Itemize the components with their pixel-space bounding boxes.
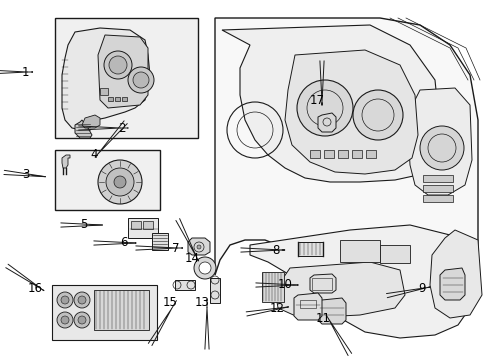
Bar [209, 278, 220, 303]
Polygon shape [215, 18, 477, 320]
Bar [131, 221, 141, 229]
Bar [422, 175, 452, 182]
Polygon shape [98, 35, 148, 108]
Circle shape [98, 160, 142, 204]
Polygon shape [75, 120, 92, 138]
Polygon shape [222, 25, 439, 182]
Bar [108, 97, 113, 101]
Circle shape [57, 312, 73, 328]
Circle shape [74, 292, 90, 308]
Circle shape [104, 51, 132, 79]
Text: 5: 5 [80, 219, 87, 231]
Circle shape [106, 168, 134, 196]
Bar [115, 97, 120, 101]
Bar [142, 221, 153, 229]
Circle shape [419, 126, 463, 170]
Text: 17: 17 [309, 94, 325, 107]
Text: 16: 16 [28, 282, 43, 294]
Bar [309, 150, 319, 158]
Bar [351, 150, 361, 158]
Bar [379, 245, 409, 263]
Bar [100, 88, 108, 95]
Bar [262, 272, 284, 302]
Bar [324, 150, 333, 158]
Circle shape [114, 176, 126, 188]
Polygon shape [82, 115, 100, 128]
Circle shape [128, 67, 154, 93]
Text: 14: 14 [184, 252, 200, 265]
Bar [55, 150, 160, 210]
Circle shape [61, 316, 69, 324]
Bar [297, 242, 323, 256]
Polygon shape [407, 88, 471, 195]
Polygon shape [317, 113, 335, 132]
Circle shape [133, 72, 149, 88]
Polygon shape [309, 274, 335, 293]
Polygon shape [152, 233, 168, 250]
Polygon shape [62, 155, 70, 168]
Text: 13: 13 [195, 297, 209, 310]
Bar [55, 18, 198, 138]
Polygon shape [317, 298, 346, 324]
Polygon shape [429, 230, 481, 318]
Bar [128, 218, 158, 238]
Text: 7: 7 [172, 242, 179, 255]
Text: 11: 11 [315, 311, 330, 324]
Bar [337, 150, 347, 158]
Circle shape [57, 292, 73, 308]
Text: 4: 4 [90, 148, 97, 162]
Text: 8: 8 [271, 243, 279, 256]
Circle shape [197, 245, 201, 249]
Text: 6: 6 [120, 237, 127, 249]
Polygon shape [274, 262, 404, 318]
Bar [422, 185, 452, 192]
Bar [94, 290, 149, 330]
Bar [365, 150, 375, 158]
Circle shape [109, 56, 127, 74]
Bar [311, 278, 331, 290]
Circle shape [78, 316, 86, 324]
Text: 3: 3 [22, 168, 29, 181]
Polygon shape [187, 238, 209, 255]
Circle shape [296, 80, 352, 136]
Text: 12: 12 [269, 302, 285, 315]
Text: 2: 2 [118, 122, 125, 135]
Bar [422, 195, 452, 202]
Bar [175, 280, 195, 290]
Circle shape [352, 90, 402, 140]
Circle shape [194, 257, 216, 279]
Circle shape [61, 296, 69, 304]
Polygon shape [285, 50, 417, 174]
Polygon shape [62, 28, 150, 130]
Text: 1: 1 [22, 66, 29, 78]
Polygon shape [439, 268, 464, 300]
Polygon shape [293, 293, 321, 320]
Bar [122, 97, 127, 101]
Bar [299, 300, 315, 308]
Bar [52, 285, 157, 340]
Bar [339, 240, 379, 262]
Text: 15: 15 [163, 297, 178, 310]
Circle shape [78, 296, 86, 304]
Circle shape [74, 312, 90, 328]
Text: 10: 10 [278, 279, 292, 292]
Polygon shape [249, 225, 471, 338]
Text: 9: 9 [417, 282, 425, 294]
Circle shape [199, 262, 210, 274]
